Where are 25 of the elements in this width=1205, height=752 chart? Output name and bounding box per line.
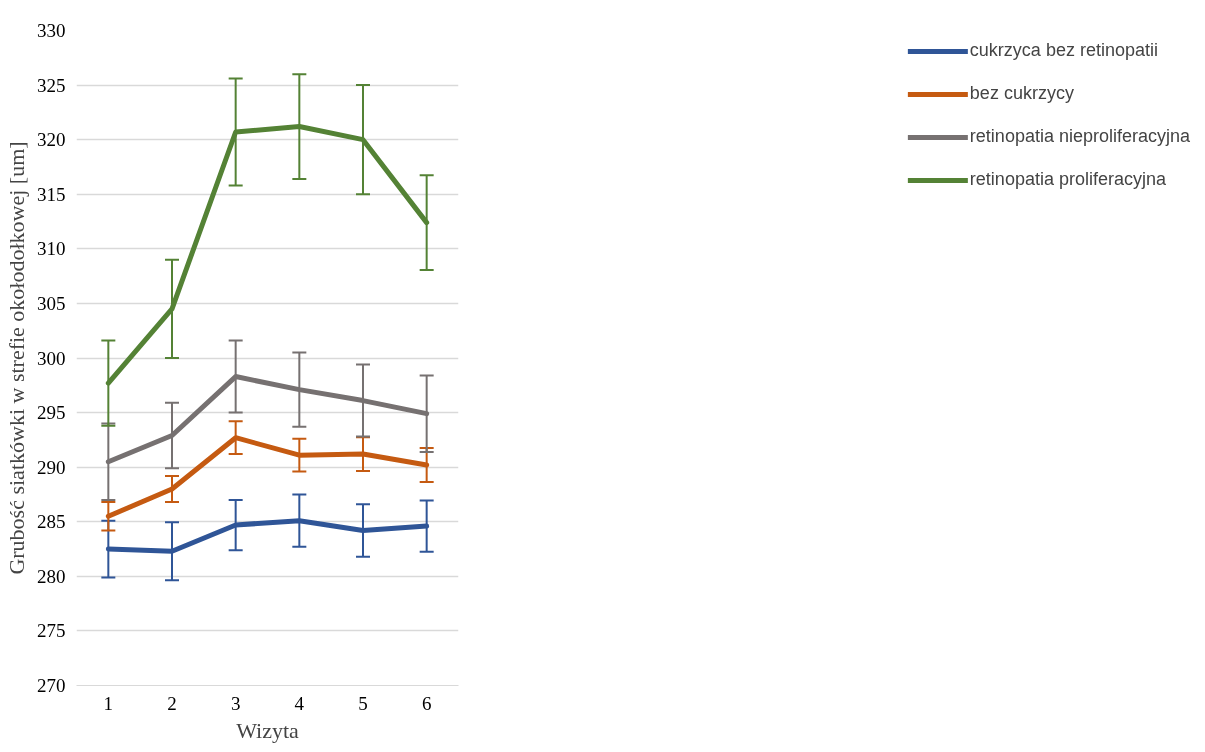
y-tick-label: 280 bbox=[37, 565, 66, 587]
y-tick-label: 330 bbox=[37, 20, 66, 41]
x-tick-label: 4 bbox=[294, 692, 305, 714]
legend-label: bez cukrzycy bbox=[969, 83, 1074, 104]
x-tick-label: 5 bbox=[358, 692, 368, 714]
y-tick-label: 285 bbox=[37, 511, 66, 533]
y-tick-label: 290 bbox=[37, 456, 66, 478]
y-tick-label: 270 bbox=[37, 675, 66, 696]
y-tick-label: 275 bbox=[37, 620, 66, 642]
y-tick-label: 310 bbox=[37, 238, 66, 260]
x-tick-label: 6 bbox=[421, 692, 432, 714]
y-tick-label: 305 bbox=[37, 292, 66, 314]
x-tick-label: 1 bbox=[103, 692, 114, 714]
x-tick-label: 3 bbox=[230, 692, 241, 714]
legend-label: cukrzyca bez retinopatii bbox=[969, 40, 1158, 61]
y-tick-label: 300 bbox=[37, 347, 66, 369]
y-tick-label: 325 bbox=[37, 74, 66, 96]
y-tick-label: 320 bbox=[37, 129, 66, 151]
y-axis-title: Grubość siatkówki w strefie okołodołkowej [um] bbox=[4, 141, 29, 575]
y-tick-label: 295 bbox=[37, 402, 66, 424]
x-axis-title: Wizyta bbox=[236, 717, 300, 743]
x-tick-label: 2 bbox=[167, 692, 177, 714]
y-tick-label: 315 bbox=[37, 183, 66, 205]
legend-label: retinopatia nieproliferacyjna bbox=[969, 126, 1190, 147]
legend-label: retinopatia proliferacyjna bbox=[969, 169, 1166, 190]
